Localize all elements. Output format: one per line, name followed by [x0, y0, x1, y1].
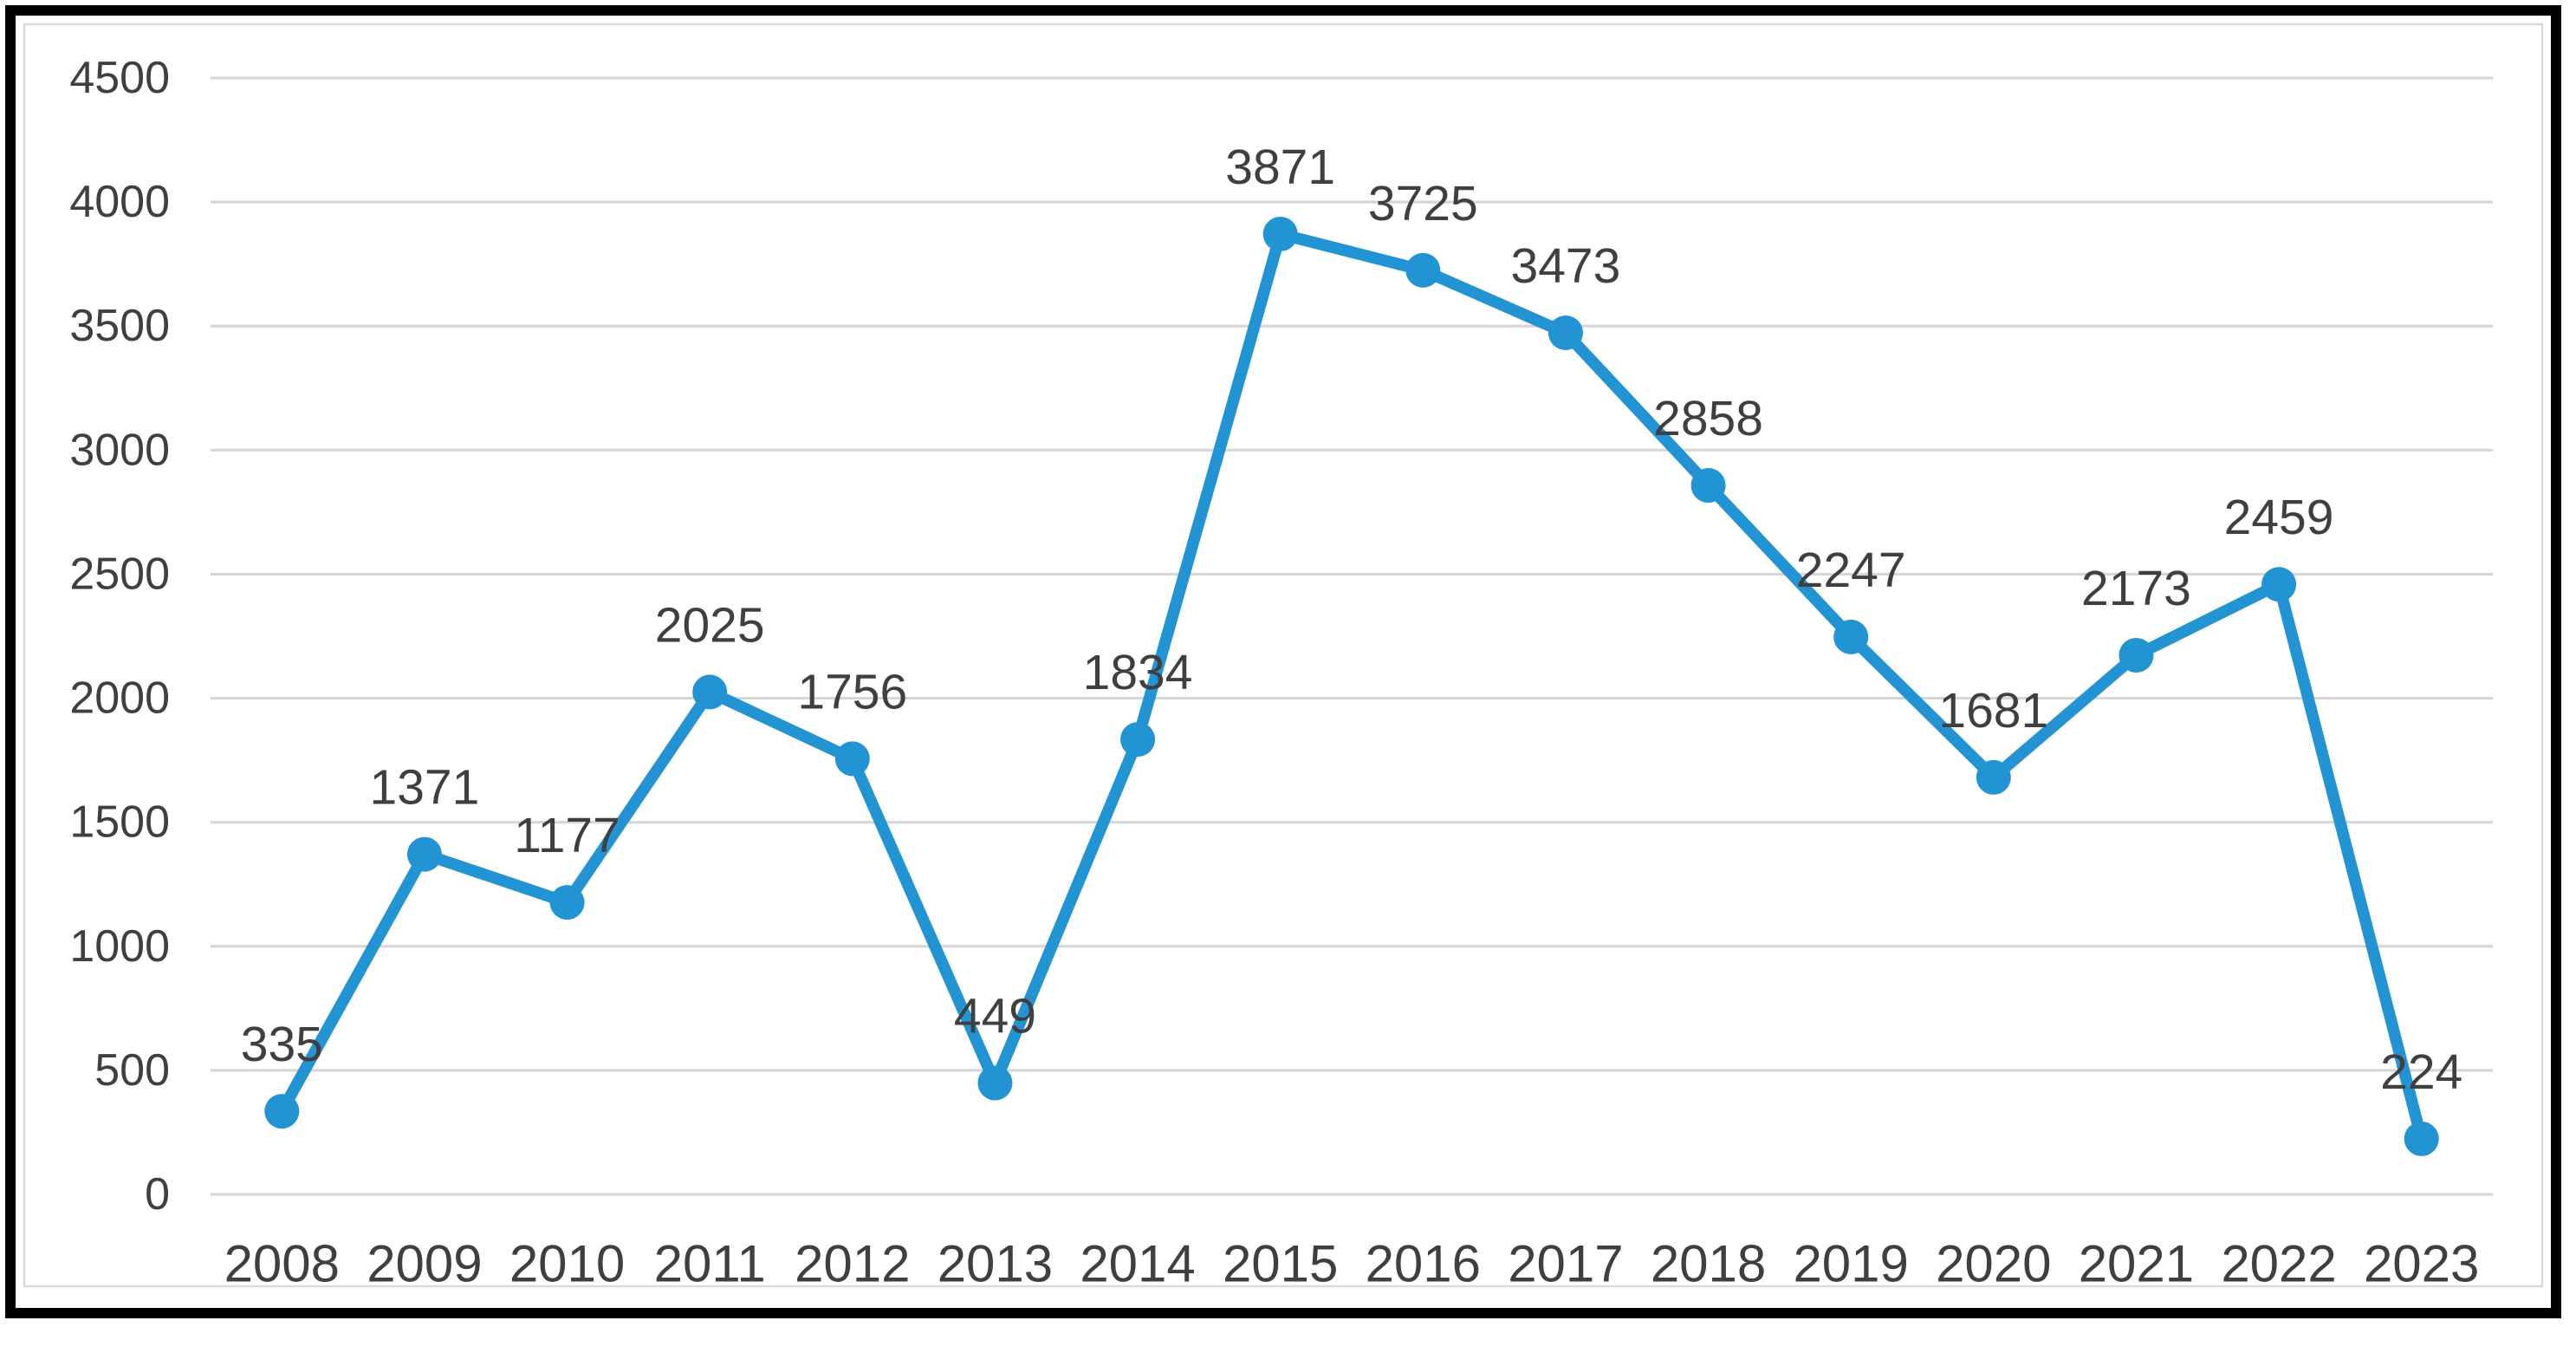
data-label: 1371 — [370, 760, 480, 816]
x-tick-label: 2021 — [2079, 1235, 2194, 1293]
y-tick-label: 2000 — [69, 673, 170, 724]
data-point-marker — [264, 1094, 300, 1129]
series-line — [276, 228, 2428, 1145]
data-point-marker — [1690, 467, 1726, 503]
data-point-marker — [1120, 722, 1156, 758]
data-point-marker — [1976, 759, 2011, 795]
data-labels-group: 335 1371 1177 2025 1756 449 1834 3871 3725 3473 28… — [241, 140, 2462, 1100]
data-label: 3473 — [1511, 238, 1621, 294]
x-tick-label: 2016 — [1366, 1235, 1481, 1293]
y-tick-label: 2500 — [69, 549, 170, 599]
data-label: 2858 — [1653, 391, 1763, 446]
series-markers — [264, 217, 2439, 1156]
data-point-marker — [549, 885, 585, 920]
data-point-marker — [2119, 638, 2154, 673]
data-label: 2247 — [1796, 543, 1906, 598]
x-tick-label: 2014 — [1080, 1235, 1195, 1293]
chart-area-border — [23, 23, 2544, 1288]
gridlines-group — [211, 76, 2493, 1196]
y-tick-label: 4500 — [69, 53, 170, 103]
data-label: 1681 — [1938, 683, 2048, 738]
data-label: 224 — [2380, 1044, 2462, 1100]
x-axis-tick-labels: 2008 2009 2010 2011 2012 2013 2014 2015 2016 2017… — [224, 1235, 2480, 1293]
data-label: 1834 — [1083, 645, 1193, 700]
data-point-marker — [1833, 619, 1869, 654]
x-tick-label: 2013 — [938, 1235, 1053, 1293]
y-tick-label: 1500 — [69, 797, 170, 848]
data-label: 1756 — [797, 664, 907, 719]
data-label: 449 — [954, 988, 1036, 1044]
data-label: 2459 — [2224, 490, 2334, 545]
y-tick-label: 3000 — [69, 425, 170, 475]
y-tick-label: 4000 — [69, 177, 170, 227]
data-point-marker — [834, 741, 870, 777]
data-point-marker — [1262, 217, 1298, 252]
data-label: 1177 — [514, 808, 620, 863]
y-axis-tick-labels: 0 500 1000 1500 2000 2500 3000 3500 4000 4500 — [69, 53, 170, 1220]
data-point-marker — [977, 1065, 1013, 1101]
x-tick-label: 2022 — [2221, 1235, 2336, 1293]
data-point-marker — [2261, 567, 2297, 602]
x-tick-label: 2011 — [654, 1235, 766, 1293]
x-tick-label: 2008 — [224, 1235, 340, 1293]
data-point-marker — [2404, 1121, 2439, 1156]
y-tick-label: 1000 — [69, 921, 170, 972]
data-label: 3871 — [1225, 140, 1335, 195]
x-tick-label: 2012 — [795, 1235, 910, 1293]
y-tick-label: 3500 — [69, 301, 170, 351]
data-point-marker — [1548, 315, 1583, 350]
x-tick-label: 2020 — [1936, 1235, 2051, 1293]
x-tick-label: 2015 — [1223, 1235, 1338, 1293]
x-tick-label: 2010 — [509, 1235, 625, 1293]
data-label: 2173 — [2081, 561, 2191, 616]
data-label: 335 — [241, 1017, 323, 1072]
data-label: 3725 — [1368, 176, 1478, 231]
y-tick-label: 0 — [145, 1169, 170, 1220]
data-label: 2025 — [655, 597, 765, 653]
data-point-marker — [406, 836, 442, 872]
x-tick-label: 2009 — [367, 1235, 482, 1293]
x-tick-label: 2019 — [1793, 1235, 1908, 1293]
data-point-marker — [1405, 252, 1441, 288]
x-tick-label: 2023 — [2364, 1235, 2479, 1293]
x-tick-label: 2018 — [1651, 1235, 1766, 1293]
y-tick-label: 500 — [94, 1045, 170, 1096]
x-tick-label: 2017 — [1508, 1235, 1623, 1293]
data-point-marker — [692, 674, 728, 710]
picture-border — [5, 5, 2561, 1318]
